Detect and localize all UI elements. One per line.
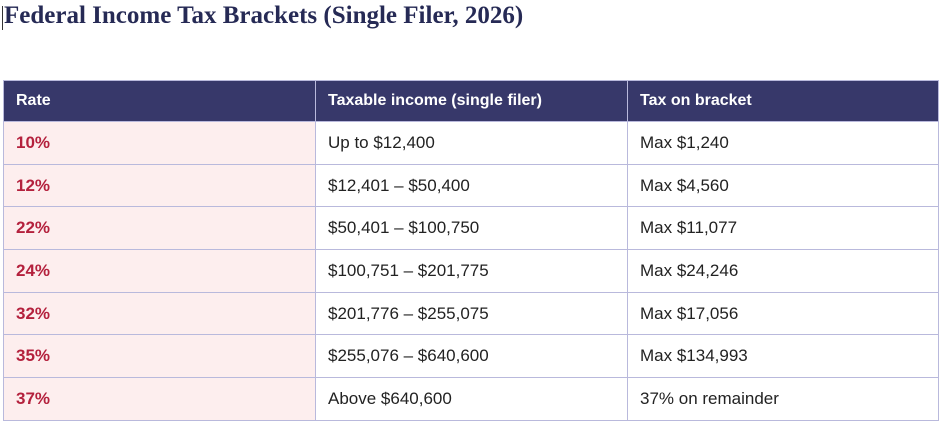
column-header: Taxable income (single filer)	[315, 80, 628, 122]
table-row: 32% $201,776 – $255,075 Max $17,056	[3, 291, 939, 336]
table-body: 10% Up to $12,400 Max $1,240 12% $12,401 – $…	[3, 121, 939, 421]
table-row: 10% Up to $12,400 Max $1,240	[3, 121, 939, 165]
table-row: 35% $255,076 – $640,600 Max $134,993	[3, 334, 939, 379]
rate-cell: 24%	[3, 249, 316, 293]
column-header: Tax on bracket	[627, 80, 939, 122]
rate-cell: 12%	[3, 163, 316, 208]
table-cell: Max $1,240	[627, 121, 939, 165]
table-cell: $50,401 – $100,750	[315, 206, 628, 251]
text-cursor	[2, 6, 3, 30]
table-row: 22% $50,401 – $100,750 Max $11,077	[3, 206, 939, 251]
header-row: Rate Taxable income (single filer) Tax on …	[3, 80, 939, 122]
table-row: 24% $100,751 – $201,775 Max $24,246	[3, 249, 939, 293]
rate-cell: 37%	[3, 377, 316, 421]
table-cell: Up to $12,400	[315, 121, 628, 165]
table-cell: $100,751 – $201,775	[315, 249, 628, 293]
table-cell: Max $134,993	[627, 334, 939, 379]
table-cell: $201,776 – $255,075	[315, 291, 628, 336]
rate-cell: 32%	[3, 291, 316, 336]
tax-table: Rate Taxable income (single filer) Tax on …	[3, 80, 939, 421]
rate-cell: 10%	[3, 121, 316, 165]
table-row: 37% Above $640,600 37% on remainder	[3, 377, 939, 421]
column-header: Rate	[3, 80, 316, 122]
table-cell: $255,076 – $640,600	[315, 334, 628, 379]
table-cell: Max $4,560	[627, 163, 939, 208]
title: Federal Income Tax Brackets (Single File…	[4, 2, 524, 29]
table-row: 12% $12,401 – $50,400 Max $4,560	[3, 163, 939, 208]
rate-cell: 35%	[3, 334, 316, 379]
table-cell: 37% on remainder	[627, 377, 939, 421]
table-cell: Max $11,077	[627, 206, 939, 251]
table-cell: Max $24,246	[627, 249, 939, 293]
table-cell: $12,401 – $50,400	[315, 163, 628, 208]
table-cell: Max $17,056	[627, 291, 939, 336]
rate-cell: 22%	[3, 206, 316, 251]
table-cell: Above $640,600	[315, 377, 628, 421]
